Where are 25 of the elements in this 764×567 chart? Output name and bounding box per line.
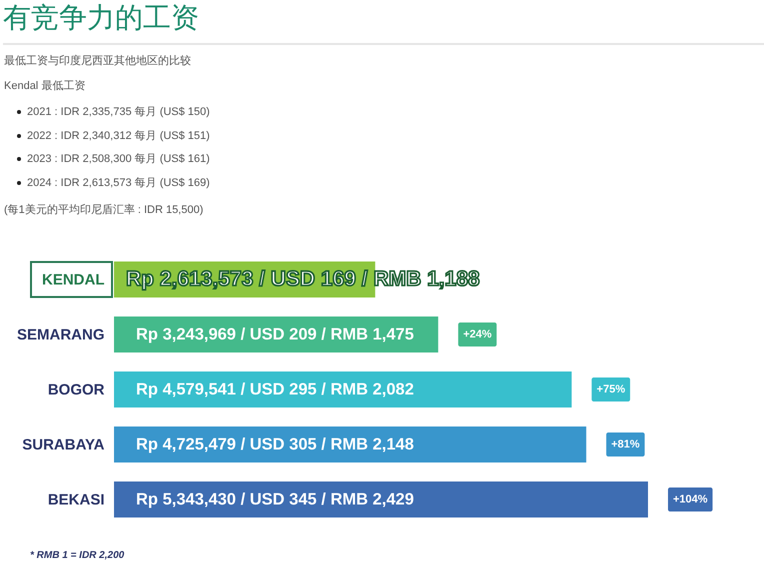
text: 2022 : IDR 2,340,312 每月 (US$ 151) (27, 128, 210, 142)
y-tick-label: SURABAYA (22, 436, 105, 454)
y-tick-label: BEKASI (48, 492, 104, 508)
text: * RMB 1 = IDR 2,200 (30, 550, 124, 562)
text: (每1美元的平均印尼盾汇率 : IDR 15,500) (4, 202, 204, 216)
text: 2023 : IDR 2,508,300 每月 (US$ 161) (27, 152, 210, 166)
text: 2024 : IDR 2,613,573 每月 (US$ 169) (27, 176, 210, 190)
y-tick-label: BOGOR (48, 382, 105, 398)
y-tick-label: KENDAL (42, 272, 104, 288)
data-label: Rp 4,579,541 / USD 295 / RMB 2,082 (136, 380, 414, 398)
annotation: +81% (611, 438, 640, 450)
bar (114, 371, 572, 408)
data-label: Rp 4,725,479 / USD 305 / RMB 2,148 (136, 436, 414, 454)
data-label: Rp 5,343,430 / USD 345 / RMB 2,429 (136, 490, 414, 508)
annotation: +104% (673, 494, 708, 506)
bar (114, 426, 586, 463)
y-tick-label: SEMARANG (16, 326, 104, 344)
chart-subtitle: 最低工资与印度尼西亚其他地区的比较 (4, 54, 191, 68)
bar (114, 481, 648, 518)
annotation: +75% (596, 384, 626, 396)
chart-title: 有竞争力的工资 (3, 1, 199, 35)
data-label: Rp 3,243,969 / USD 209 / RMB 1,475 (136, 326, 414, 344)
text: 2021 : IDR 2,335,735 每月 (US$ 150) (27, 105, 210, 119)
annotation: +24% (463, 328, 492, 340)
text: Kendal 最低工资 (4, 79, 86, 93)
